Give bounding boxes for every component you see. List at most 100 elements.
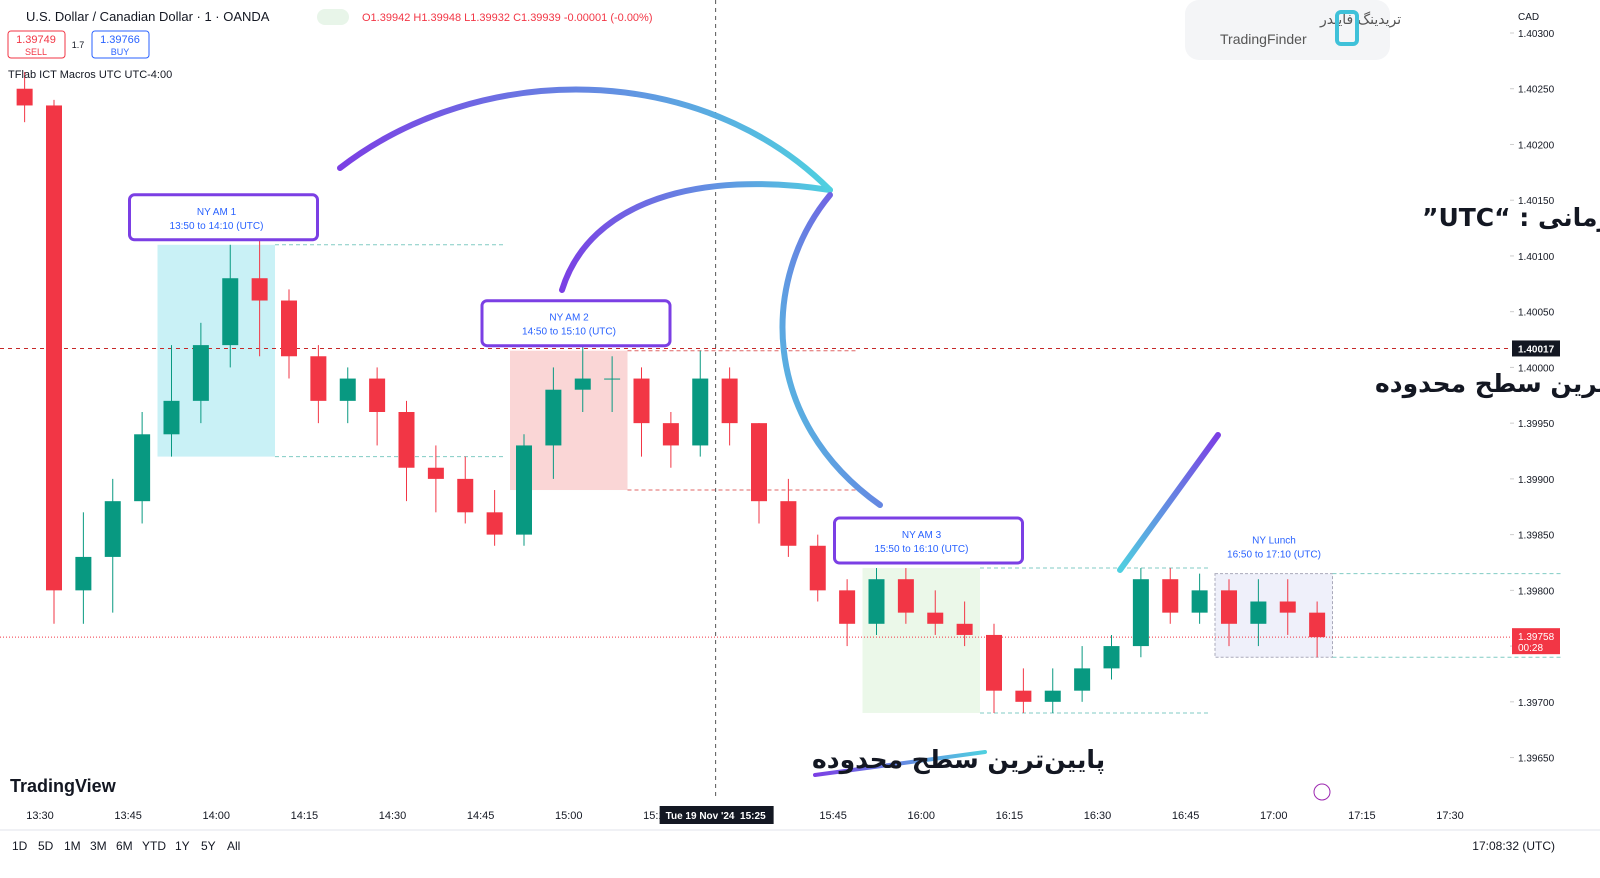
candle-body <box>222 278 239 346</box>
session-name: NY AM 1 <box>197 207 237 218</box>
candle-body <box>369 378 386 412</box>
x-tick-label: 16:00 <box>907 810 935 822</box>
status-pill <box>317 9 349 25</box>
range-button[interactable]: 3M <box>90 839 107 853</box>
annotation-highest: بالاترین سطح محدوده <box>1375 369 1600 399</box>
logo-fa: تریدینگ فایندر <box>1319 11 1401 28</box>
x-tick-label: 13:30 <box>26 810 54 822</box>
candle-body <box>662 423 679 446</box>
candle-body <box>1279 601 1296 613</box>
candle-body <box>809 545 826 591</box>
session-label-box <box>128 193 319 242</box>
candle-body <box>1044 690 1061 702</box>
y-tick-label: 1.39800 <box>1518 586 1555 597</box>
y-tick-label: 1.39950 <box>1518 419 1555 430</box>
x-tick-label: 16:15 <box>996 810 1024 822</box>
range-button[interactable]: 6M <box>116 839 133 853</box>
plot-area: 1.40300 1.40250 1.40200 1.40150 1.40100 1.400… <box>0 0 1563 822</box>
x-tick-label: 17:30 <box>1436 810 1464 822</box>
candle-body <box>457 478 474 513</box>
last-price: 1.39758 <box>1518 632 1555 643</box>
ohlc: O1.39942 H1.39948 L1.39932 C1.39939 -0.0… <box>362 12 653 24</box>
x-tick-label: 16:45 <box>1172 810 1200 822</box>
candle-body <box>134 434 151 502</box>
y-tick-label: 1.39850 <box>1518 531 1555 542</box>
range-button[interactable]: 5Y <box>201 839 216 853</box>
x-tick-label: 14:45 <box>467 810 495 822</box>
candle-body <box>1015 690 1032 702</box>
logo-bg <box>1185 0 1390 60</box>
session-range: 16:50 to 17:10 (UTC) <box>1227 550 1321 561</box>
candle-body <box>1103 646 1120 669</box>
alert-icon[interactable] <box>1313 783 1331 801</box>
crosshair-price: 1.40017 <box>1518 344 1555 355</box>
candle-body <box>75 556 92 591</box>
logo-en: TradingFinder <box>1220 31 1307 47</box>
x-tick-label: 16:30 <box>1084 810 1112 822</box>
y-tick-label: 1.40100 <box>1518 252 1555 263</box>
y-tick-label: 1.39900 <box>1518 475 1555 486</box>
annotation-lowest: پایین‌ترین سطح محدوده <box>812 745 1105 775</box>
candle-body <box>486 512 503 535</box>
buy-label: BUY <box>111 47 130 57</box>
candle-body <box>692 378 709 446</box>
candle-body <box>897 579 914 613</box>
clock: 17:08:32 (UTC) <box>1472 839 1555 853</box>
range-button[interactable]: 5D <box>38 839 54 853</box>
buy-button[interactable] <box>91 30 150 59</box>
range-button[interactable]: All <box>227 839 240 853</box>
buy-price: 1.39766 <box>100 34 140 46</box>
candle-body <box>1221 590 1237 624</box>
session-name: NY Lunch <box>1252 536 1296 547</box>
x-tick-label: 14:00 <box>202 810 230 822</box>
candle-body <box>251 278 268 301</box>
candle-body <box>751 423 767 502</box>
x-tick-label: 14:15 <box>291 810 319 822</box>
candle-body <box>1309 612 1326 638</box>
y-tick-label: 1.40300 <box>1518 29 1555 40</box>
x-tick-label: 17:00 <box>1260 810 1288 822</box>
range-button[interactable]: 1D <box>12 839 28 853</box>
logo-icon <box>1335 10 1359 46</box>
session-label-box <box>480 299 672 348</box>
last-price-bg <box>1512 628 1560 655</box>
currency[interactable]: CAD <box>1518 12 1539 23</box>
candle-body <box>427 467 444 479</box>
candle-body <box>633 378 650 424</box>
candle-body <box>721 378 738 424</box>
crosshair-time-bg <box>659 806 774 824</box>
watermark: TradingView <box>10 776 117 796</box>
y-tick-label: 1.40150 <box>1518 196 1555 207</box>
range-button[interactable]: YTD <box>142 839 166 853</box>
candle-body <box>516 445 532 535</box>
countdown: 00:28 <box>1518 643 1543 654</box>
sell-button[interactable] <box>7 30 66 59</box>
y-tick-label: 1.39700 <box>1518 698 1555 709</box>
x-tick-label: 13:45 <box>114 810 142 822</box>
range-button[interactable]: 1Y <box>175 839 190 853</box>
candle-body <box>986 634 1002 691</box>
candle-body <box>604 378 621 380</box>
x-tick-label: 14:30 <box>379 810 407 822</box>
candle-body <box>339 378 356 401</box>
candle-body <box>839 590 856 624</box>
candle-body <box>46 105 62 591</box>
symbol[interactable]: U.S. Dollar / Canadian Dollar · 1 · OAND… <box>26 9 270 24</box>
candle-body <box>956 623 973 635</box>
candle-body <box>1074 668 1091 691</box>
session-range: 13:50 to 14:10 (UTC) <box>170 221 264 232</box>
y-tick-label: 1.39650 <box>1518 754 1555 765</box>
session-name: NY AM 2 <box>549 313 589 324</box>
session-range: 14:50 to 15:10 (UTC) <box>522 327 616 338</box>
indicator[interactable]: TFlab ICT Macros UTC UTC-4:00 <box>8 69 172 81</box>
session-range: 15:50 to 16:10 (UTC) <box>875 544 969 555</box>
candle-body <box>927 612 944 624</box>
candle-body <box>1250 601 1267 624</box>
candle-body <box>1162 579 1179 613</box>
range-button[interactable]: 1M <box>64 839 81 853</box>
candle-body <box>310 356 327 401</box>
candle-body <box>868 579 885 624</box>
crosshair-price-bg <box>1512 340 1560 357</box>
